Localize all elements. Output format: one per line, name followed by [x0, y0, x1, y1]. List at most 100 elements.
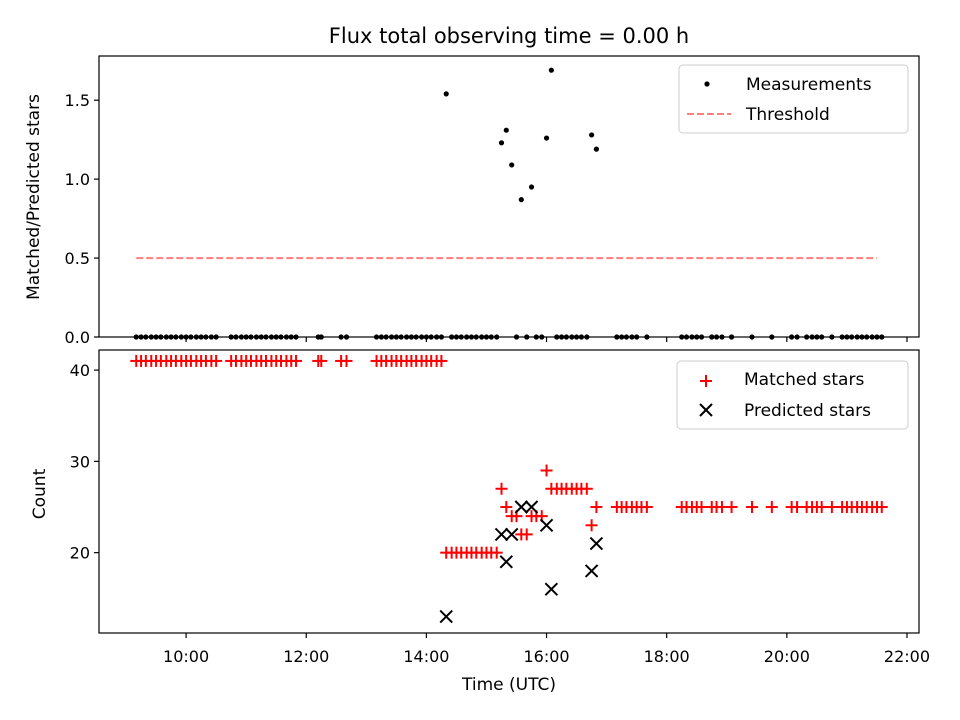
measurement-point — [458, 334, 464, 340]
measurement-point — [498, 140, 505, 146]
measurement-point — [428, 334, 434, 340]
measurement-point — [879, 334, 885, 340]
matched-star-marker — [745, 501, 758, 514]
measurement-point — [569, 334, 575, 340]
measurement-point — [719, 334, 725, 340]
matched-star-marker — [520, 528, 533, 541]
measurement-point — [198, 334, 204, 340]
predicted-star-b — [584, 564, 599, 578]
x-axis-label: Time (UTC) — [461, 675, 556, 695]
measurement-point — [483, 334, 490, 340]
measurement-point — [153, 334, 159, 340]
top-y-tick-label: 0.0 — [65, 328, 90, 347]
x-tick-label: 14:00 — [403, 647, 449, 666]
measurement-point — [683, 334, 690, 340]
matched-star-marker — [540, 464, 553, 477]
measurement-point — [849, 334, 855, 340]
predicted-star-marker — [494, 527, 509, 542]
bottom-y-tick-label: 30 — [70, 452, 90, 471]
top-panel: Flux total observing time = 0.00 h Match… — [24, 24, 920, 347]
measurement-point — [589, 132, 595, 138]
top-y-tick-label: 0.5 — [65, 249, 90, 268]
bottom-legend-frame — [676, 360, 909, 430]
measurement-point — [533, 334, 539, 340]
predicted-star-b — [524, 500, 539, 514]
top-plot-frame — [98, 55, 920, 338]
measurement-point — [713, 334, 720, 340]
matched-star-marker — [725, 501, 738, 514]
measurement-point — [188, 334, 194, 340]
measurement-point — [388, 334, 395, 340]
measurement-point — [378, 334, 384, 340]
measurement-point — [488, 334, 494, 340]
measurement-point — [634, 334, 640, 340]
measurement-point — [749, 334, 755, 340]
chart-title: Flux total observing time = 0.00 h — [329, 24, 689, 48]
measurement-point — [584, 334, 590, 340]
measurement-point — [859, 334, 865, 340]
measurement-point — [449, 334, 455, 340]
legend-label-threshold: Threshold — [745, 105, 830, 125]
legend-label-predicted: Predicted stars — [744, 401, 871, 421]
measurement-point — [679, 334, 685, 340]
measurement-point — [258, 334, 264, 340]
measurement-point — [789, 334, 795, 340]
measurement-point — [408, 334, 414, 340]
measurement-point — [233, 334, 239, 340]
bottom-legend: Matched stars Predicted stars — [676, 360, 909, 430]
top-y-ticks: 0.0 0.5 1.0 1.5 — [65, 91, 99, 347]
measurement-point — [263, 334, 269, 340]
measurement-point — [438, 334, 445, 340]
measurement-point — [614, 334, 620, 340]
measurement-point — [248, 334, 254, 340]
x-tick-label: 20:00 — [764, 647, 810, 666]
x-tick-label: 16:00 — [523, 647, 569, 666]
legend-marker-matched — [700, 375, 712, 387]
measurement-point — [829, 334, 835, 340]
measurement-point — [178, 334, 184, 340]
measurement-point — [479, 334, 485, 340]
measurement-point — [819, 334, 825, 340]
measurement-point — [804, 334, 810, 340]
measurement-point — [238, 334, 244, 340]
measurement-point — [193, 334, 199, 340]
matched-star-marker — [825, 501, 838, 514]
measurement-point — [338, 334, 344, 340]
measurement-point — [243, 334, 249, 340]
matched-star-marker — [590, 501, 603, 514]
measurement-point — [163, 334, 169, 340]
measurement-point — [869, 334, 875, 340]
bottom-y-tick-label: 40 — [70, 361, 90, 380]
measurement-point — [698, 334, 705, 340]
top-y-tick-label: 1.5 — [65, 91, 90, 110]
measurement-point — [503, 127, 509, 133]
matched-star-marker — [765, 501, 778, 514]
predicted-star-b — [539, 518, 554, 532]
legend-marker-measurements — [704, 81, 710, 87]
measurement-point — [839, 334, 845, 340]
matched-star-marker — [490, 546, 503, 559]
measurement-point — [293, 334, 299, 340]
top-legend: Measurements Threshold — [678, 64, 909, 134]
matched-star-marker — [815, 501, 828, 514]
measurement-point — [543, 135, 550, 141]
measurement-point — [283, 334, 290, 340]
bottom-y-tick-label: 20 — [70, 544, 90, 563]
measurement-point — [518, 197, 524, 203]
measurement-point — [524, 334, 530, 340]
measurement-point — [413, 334, 419, 340]
measurement-point — [268, 334, 275, 340]
measurement-point — [373, 334, 380, 340]
measurement-point — [183, 334, 189, 340]
measurement-point — [593, 146, 600, 152]
predicted-star-b — [514, 500, 529, 514]
legend-label-matched: Matched stars — [744, 370, 864, 390]
matched-star-marker — [585, 519, 598, 532]
predicted-star-b — [544, 582, 559, 596]
measurement-point — [203, 334, 209, 340]
predicted-star-marker — [524, 500, 539, 514]
measurement-point — [453, 334, 460, 340]
bottom-y-ticks: 20 30 40 — [70, 361, 99, 563]
measurement-point — [619, 334, 625, 340]
measurement-point — [794, 334, 800, 340]
